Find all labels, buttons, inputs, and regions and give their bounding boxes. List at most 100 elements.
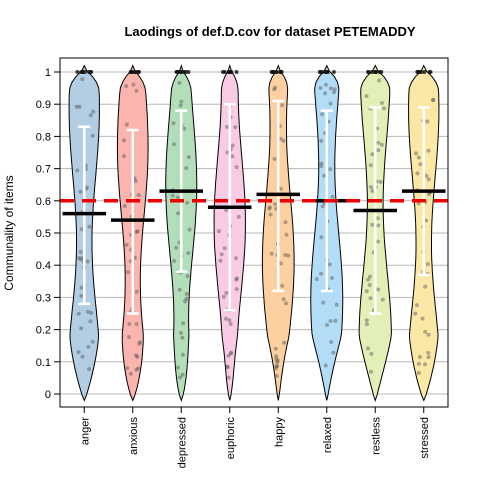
point-anxious bbox=[128, 371, 133, 376]
point-happy bbox=[273, 366, 278, 371]
point-anger bbox=[87, 367, 92, 371]
point-euphoric bbox=[233, 125, 238, 130]
point-depressed bbox=[186, 155, 191, 160]
point-anxious bbox=[134, 322, 139, 326]
point-relaxed bbox=[328, 86, 333, 91]
point-restless bbox=[376, 223, 381, 228]
point-euphoric bbox=[226, 70, 231, 74]
point-stressed bbox=[423, 362, 427, 367]
point-stressed bbox=[416, 361, 421, 366]
point-euphoric bbox=[218, 258, 223, 263]
point-restless bbox=[364, 318, 369, 323]
point-stressed bbox=[427, 70, 432, 74]
point-anger bbox=[78, 249, 83, 254]
point-depressed bbox=[176, 211, 181, 216]
point-anger bbox=[79, 326, 84, 331]
point-stressed bbox=[424, 173, 429, 178]
point-happy bbox=[282, 340, 287, 345]
point-depressed bbox=[180, 335, 185, 340]
point-anxious bbox=[137, 341, 142, 346]
point-depressed bbox=[178, 70, 183, 74]
point-anger bbox=[77, 256, 82, 260]
point-stressed bbox=[426, 355, 431, 360]
y-tick-label-7: 0.7 bbox=[36, 164, 51, 176]
point-anxious bbox=[126, 270, 130, 275]
point-stressed bbox=[426, 177, 431, 182]
point-depressed bbox=[183, 299, 188, 304]
point-stressed bbox=[424, 218, 429, 223]
x-tick-label-anxious: anxious bbox=[128, 417, 140, 455]
point-depressed bbox=[176, 365, 181, 370]
point-euphoric bbox=[224, 208, 229, 213]
point-stressed bbox=[418, 162, 423, 167]
point-stressed bbox=[426, 148, 431, 153]
point-euphoric bbox=[223, 316, 228, 321]
point-depressed bbox=[180, 372, 185, 377]
y-tick-label-3: 0.3 bbox=[36, 292, 51, 304]
point-euphoric bbox=[225, 124, 229, 129]
x-tick-labels: anger anxious depressed euphoric happy relaxe… bbox=[79, 407, 431, 468]
point-relaxed bbox=[321, 300, 326, 305]
point-restless bbox=[366, 277, 371, 282]
point-relaxed bbox=[319, 235, 324, 240]
point-relaxed bbox=[325, 70, 329, 74]
point-restless bbox=[366, 70, 371, 74]
point-euphoric bbox=[234, 277, 239, 282]
point-depressed bbox=[177, 287, 182, 292]
point-relaxed bbox=[314, 277, 319, 281]
x-tick-label-stressed: stressed bbox=[419, 417, 431, 459]
point-euphoric bbox=[229, 350, 234, 355]
point-anger bbox=[90, 133, 95, 138]
point-anger bbox=[79, 285, 84, 290]
point-anxious bbox=[127, 321, 132, 326]
point-anxious bbox=[136, 366, 140, 371]
point-happy bbox=[280, 103, 285, 108]
y-axis-label: Communality of items bbox=[2, 175, 16, 290]
point-stressed bbox=[414, 303, 419, 308]
point-stressed bbox=[416, 371, 421, 375]
point-anxious bbox=[136, 193, 141, 198]
y-tick-label-2: 0.2 bbox=[36, 325, 51, 337]
point-stressed bbox=[423, 329, 428, 334]
point-restless bbox=[379, 70, 384, 74]
point-relaxed bbox=[327, 262, 332, 267]
point-anger bbox=[80, 77, 85, 82]
point-happy bbox=[273, 85, 278, 90]
point-anxious bbox=[125, 366, 130, 371]
point-relaxed bbox=[322, 173, 327, 178]
point-anger bbox=[80, 70, 85, 74]
point-stressed bbox=[422, 70, 427, 74]
point-stressed bbox=[426, 332, 431, 337]
point-happy bbox=[273, 202, 277, 207]
point-happy bbox=[272, 87, 277, 92]
point-anger bbox=[77, 104, 82, 109]
point-restless bbox=[364, 94, 369, 98]
y-tick-label-5: 0.5 bbox=[36, 228, 51, 240]
point-stressed bbox=[430, 98, 435, 103]
point-depressed bbox=[187, 227, 192, 232]
point-stressed bbox=[414, 151, 418, 156]
point-happy bbox=[284, 232, 289, 237]
point-depressed bbox=[182, 70, 186, 74]
point-anger bbox=[85, 259, 90, 264]
point-happy bbox=[272, 156, 277, 161]
y-tick-label-9: 0.9 bbox=[36, 99, 51, 111]
point-restless bbox=[376, 287, 381, 292]
point-relaxed bbox=[329, 340, 334, 344]
point-relaxed bbox=[328, 101, 333, 106]
point-depressed bbox=[172, 259, 177, 263]
point-depressed bbox=[178, 103, 183, 108]
point-restless bbox=[368, 274, 372, 279]
point-relaxed bbox=[331, 350, 336, 355]
point-happy bbox=[283, 253, 288, 257]
point-restless bbox=[381, 106, 386, 111]
point-anger bbox=[87, 70, 92, 74]
point-depressed bbox=[182, 126, 187, 131]
point-anxious bbox=[134, 88, 139, 93]
point-depressed bbox=[184, 166, 189, 171]
point-relaxed bbox=[319, 271, 324, 276]
point-anger bbox=[85, 309, 90, 314]
point-euphoric bbox=[226, 353, 231, 358]
point-stressed bbox=[420, 316, 425, 321]
point-anxious bbox=[127, 335, 132, 340]
